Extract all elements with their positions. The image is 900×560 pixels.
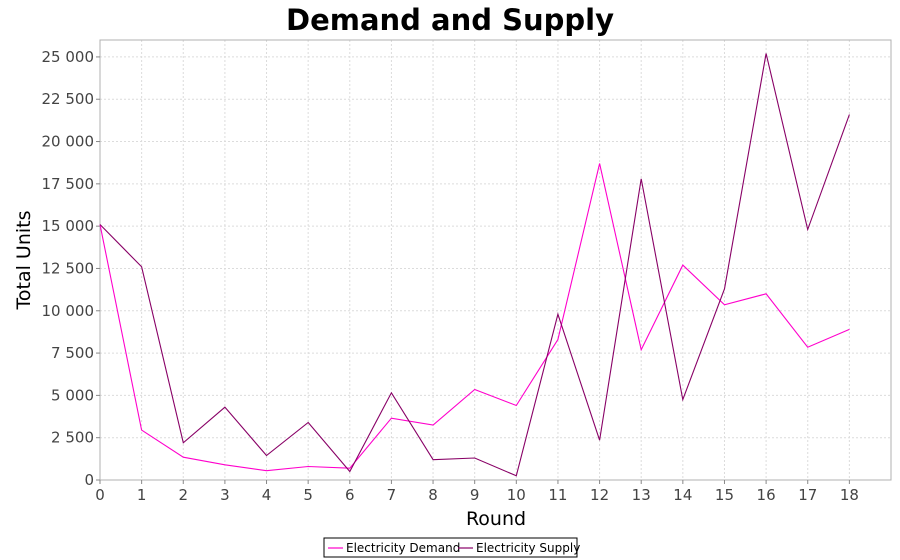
legend-label-supply: Electricity Supply	[476, 541, 580, 555]
plot-area	[99, 39, 892, 481]
x-tick-label: 7	[387, 486, 397, 504]
x-tick-label: 6	[345, 486, 355, 504]
legend: Electricity Demand Electricity Supply	[323, 537, 580, 558]
x-tick-label: 3	[220, 486, 230, 504]
x-tick-label: 8	[428, 486, 438, 504]
chart-title: Demand and Supply	[286, 3, 614, 37]
x-tick-label: 18	[840, 486, 859, 504]
y-tick-label: 25 000	[42, 48, 95, 66]
y-tick-label: 22 500	[42, 90, 95, 108]
axis-ticks: 0 2 500 5 000 7 500 10 000 12 500 15 000 17 500…	[42, 48, 859, 504]
series-lines	[99, 53, 850, 477]
y-tick-label: 0	[84, 471, 94, 489]
legend-label-demand: Electricity Demand	[346, 541, 460, 555]
y-axis-label: Total Units	[13, 211, 35, 311]
x-tick-label: 1	[137, 486, 147, 504]
x-tick-label: 2	[178, 486, 188, 504]
x-tick-label: 13	[632, 486, 651, 504]
x-tick-label: 10	[507, 486, 526, 504]
y-tick-label: 17 500	[42, 175, 95, 193]
y-tick-label: 2 500	[51, 429, 94, 447]
x-tick-label: 16	[757, 486, 776, 504]
x-tick-label: 11	[548, 486, 567, 504]
x-tick-label: 17	[798, 486, 817, 504]
grid	[99, 40, 891, 481]
x-tick-label: 9	[470, 486, 480, 504]
x-tick-label: 14	[673, 486, 692, 504]
y-tick-label: 20 000	[42, 133, 95, 151]
series-line-electricity-demand	[99, 163, 850, 472]
y-tick-label: 5 000	[51, 386, 94, 404]
x-tick-label: 12	[590, 486, 609, 504]
x-axis-label: Round	[466, 508, 526, 530]
series-line-electricity-supply	[99, 53, 850, 477]
x-tick-label: 5	[303, 486, 313, 504]
y-tick-label: 12 500	[42, 259, 95, 277]
x-tick-label: 0	[95, 486, 105, 504]
x-tick-label: 15	[715, 486, 734, 504]
legend-box	[323, 537, 578, 558]
x-tick-label: 4	[262, 486, 272, 504]
y-tick-label: 7 500	[51, 344, 94, 362]
y-tick-label: 15 000	[42, 217, 95, 235]
y-tick-label: 10 000	[42, 302, 95, 320]
